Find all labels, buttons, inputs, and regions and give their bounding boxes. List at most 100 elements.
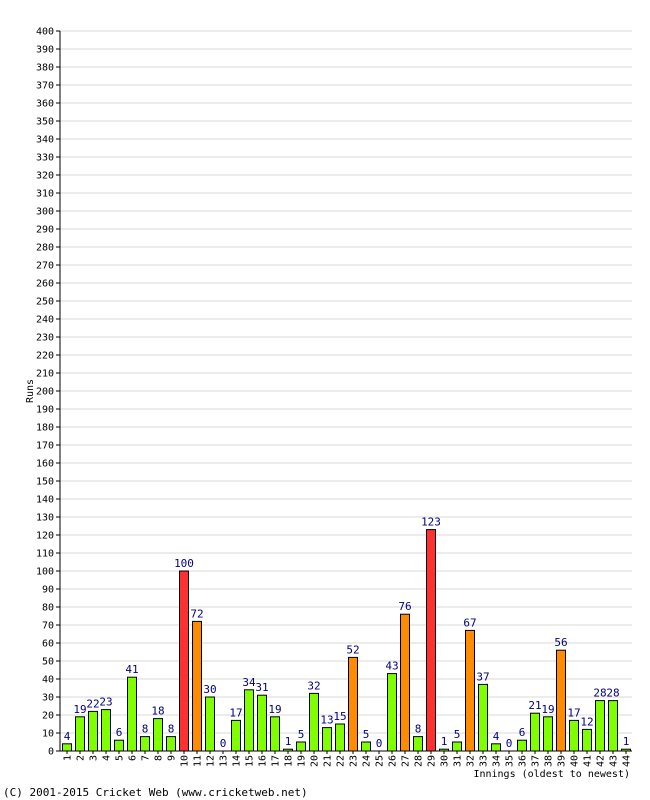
x-tick-label: 44 <box>622 755 633 767</box>
bar <box>608 700 618 752</box>
y-tick-label: 260 <box>36 279 54 290</box>
data-label: 56 <box>554 636 567 649</box>
y-tick-label: 120 <box>36 531 54 542</box>
x-tick-label: 9 <box>167 755 178 761</box>
bar <box>231 719 241 752</box>
bar <box>205 696 215 752</box>
data-label: 0 <box>506 737 513 750</box>
bar <box>582 728 592 752</box>
data-label: 4 <box>493 730 500 743</box>
x-tick-label: 38 <box>544 755 555 767</box>
data-label: 4 <box>64 730 71 743</box>
y-tick-label: 210 <box>36 369 54 380</box>
data-label: 67 <box>463 616 476 629</box>
data-label: 21 <box>528 699 541 712</box>
y-tick-label: 110 <box>36 549 54 560</box>
bar <box>270 716 280 752</box>
y-tick-label: 40 <box>42 675 54 686</box>
y-tick-label: 80 <box>42 603 54 614</box>
x-tick-label: 2 <box>76 755 87 761</box>
bar <box>114 739 124 752</box>
x-tick-label: 7 <box>141 755 152 761</box>
data-label: 19 <box>541 703 554 716</box>
y-axis-ticks: 0 10 20 30 40 50 60 70 80 90 100 110 120 130 140 150 160… <box>36 27 60 758</box>
x-tick-label: 22 <box>336 755 347 767</box>
x-tick-label: 23 <box>349 755 360 767</box>
y-tick-label: 300 <box>36 207 54 218</box>
x-tick-label: 36 <box>518 755 529 767</box>
bar <box>452 741 462 752</box>
data-label: 19 <box>73 703 86 716</box>
bar <box>400 613 410 752</box>
y-tick-label: 290 <box>36 225 54 236</box>
data-label: 34 <box>242 676 256 689</box>
data-label: 6 <box>519 726 526 739</box>
data-label: 8 <box>168 723 175 736</box>
data-label: 22 <box>86 697 99 710</box>
x-tick-label: 30 <box>440 755 451 767</box>
y-tick-label: 30 <box>42 693 54 704</box>
x-tick-label: 35 <box>505 755 516 767</box>
x-tick-label: 20 <box>310 755 321 767</box>
y-axis-title: Runs <box>25 379 36 403</box>
y-tick-label: 360 <box>36 99 54 110</box>
data-label: 52 <box>346 643 359 656</box>
x-tick-label: 11 <box>193 755 204 767</box>
y-tick-label: 130 <box>36 513 54 524</box>
y-tick-label: 320 <box>36 171 54 182</box>
y-tick-label: 390 <box>36 45 54 56</box>
y-tick-label: 340 <box>36 135 54 146</box>
x-tick-label: 13 <box>219 755 230 767</box>
data-label: 41 <box>125 663 138 676</box>
data-label: 0 <box>376 737 383 750</box>
x-tick-label: 28 <box>414 755 425 767</box>
data-label: 28 <box>606 687 619 700</box>
y-tick-label: 230 <box>36 333 54 344</box>
copyright-footer: (C) 2001-2015 Cricket Web (www.cricketwe… <box>3 786 308 799</box>
x-tick-label: 41 <box>583 755 594 767</box>
y-tick-label: 400 <box>36 27 54 38</box>
x-tick-label: 25 <box>375 755 386 767</box>
bar <box>179 570 189 752</box>
x-tick-label: 14 <box>232 755 243 767</box>
data-label: 8 <box>415 723 422 736</box>
bar <box>543 716 553 752</box>
data-label: 76 <box>398 600 411 613</box>
bar <box>348 656 358 752</box>
bar <box>595 700 605 752</box>
x-tick-label: 40 <box>570 755 581 767</box>
x-tick-label: 42 <box>596 755 607 767</box>
x-axis-title: Innings (oldest to newest) <box>473 769 630 780</box>
x-tick-label: 31 <box>453 755 464 767</box>
bar <box>413 736 423 752</box>
x-tick-label: 3 <box>89 755 100 761</box>
data-label: 1 <box>623 735 630 748</box>
data-label: 15 <box>333 710 346 723</box>
data-label: 19 <box>268 703 281 716</box>
y-tick-label: 60 <box>42 639 54 650</box>
bar <box>556 649 566 752</box>
data-label: 32 <box>307 679 320 692</box>
x-tick-label: 10 <box>180 755 191 767</box>
bar <box>569 719 579 752</box>
x-tick-label: 26 <box>388 755 399 767</box>
y-tick-label: 90 <box>42 585 54 596</box>
bar <box>530 712 540 752</box>
data-label: 31 <box>255 681 268 694</box>
x-tick-label: 18 <box>284 755 295 767</box>
bar <box>127 676 137 752</box>
bar <box>62 743 72 752</box>
bar <box>322 727 332 752</box>
grid-lines <box>60 30 632 734</box>
x-tick-label: 4 <box>102 755 113 761</box>
x-tick-label: 6 <box>128 755 139 761</box>
y-tick-label: 220 <box>36 351 54 362</box>
y-tick-label: 20 <box>42 711 54 722</box>
data-label: 1 <box>285 735 292 748</box>
bar <box>491 743 501 752</box>
x-tick-label: 32 <box>466 755 477 767</box>
y-tick-label: 50 <box>42 657 54 668</box>
y-tick-label: 0 <box>48 747 54 758</box>
bar <box>465 629 475 752</box>
